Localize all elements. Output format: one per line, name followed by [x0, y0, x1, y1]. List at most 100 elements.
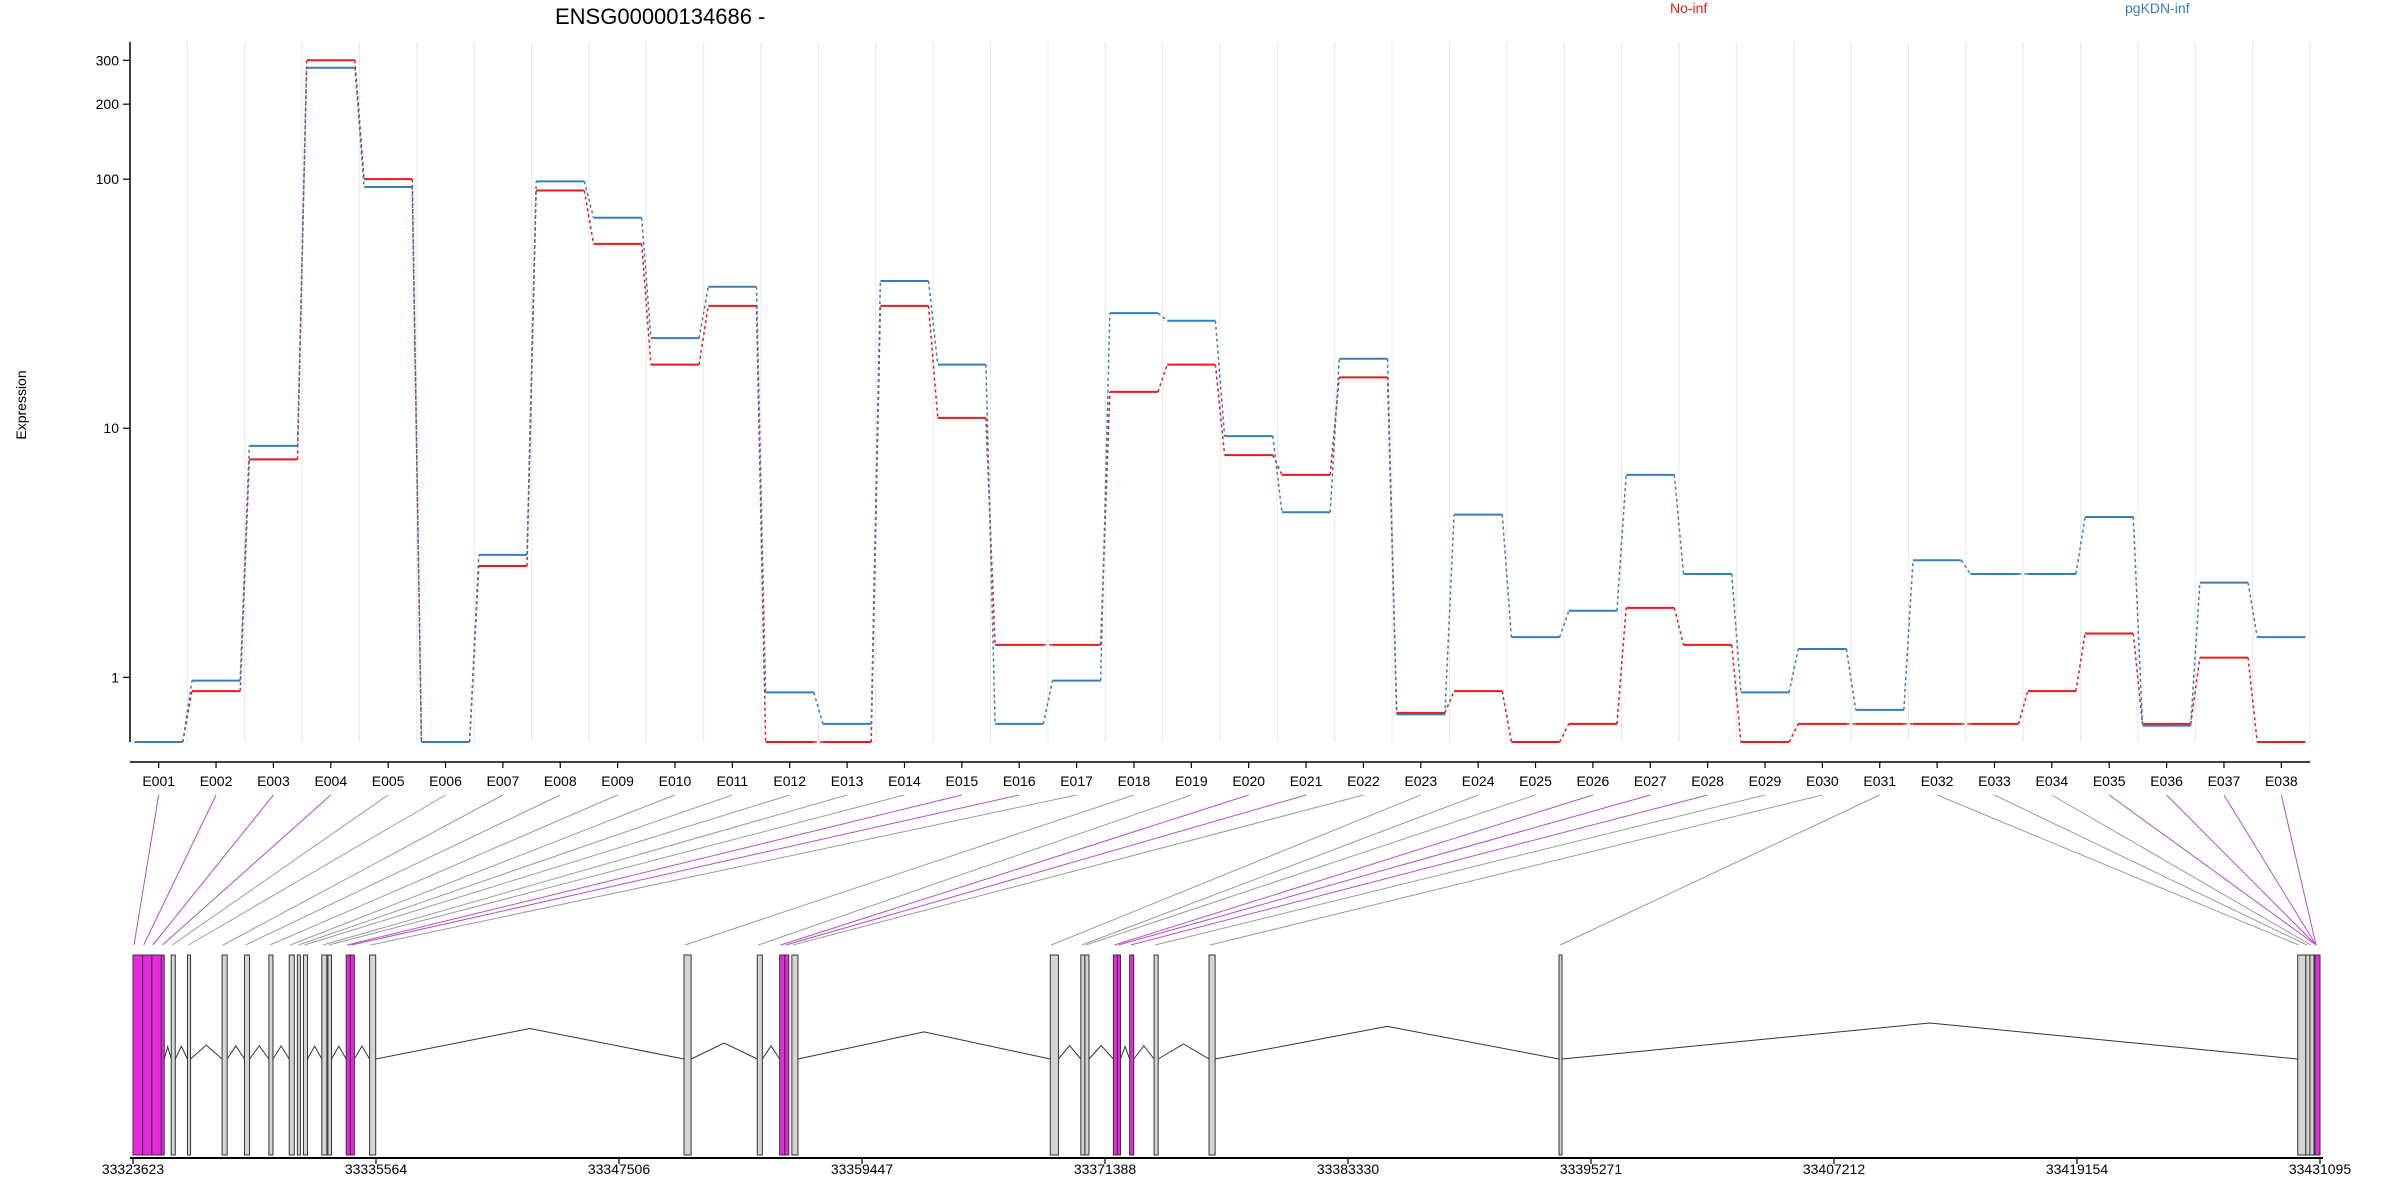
intron-line [353, 1045, 371, 1060]
intron-line [375, 1027, 685, 1060]
intron-line [1058, 1044, 1082, 1060]
exon-box [1116, 954, 1121, 1156]
exon-connector-line [1154, 794, 1766, 946]
exon-connector-line [2166, 794, 2317, 946]
exon-box [2314, 954, 2321, 1156]
axes: 1 10 100 200 300 E001 E002 E003 E004 E005 E006 E007… [96, 42, 2310, 789]
series-connector [468, 554, 480, 743]
series-connector [1042, 680, 1054, 725]
series-connector [755, 286, 767, 693]
exon-connector-line [222, 794, 504, 946]
genomic-tick-label: 33383330 [1317, 1161, 1380, 1177]
exon-box [302, 954, 309, 1156]
series-connector [182, 680, 193, 743]
exon-box [683, 954, 692, 1156]
x-tick-label: E036 [2150, 773, 2183, 789]
series-connector [1272, 436, 1283, 513]
x-tick-label: E021 [1290, 773, 1323, 789]
genomic-tick-label: 33431095 [2289, 1161, 2352, 1177]
x-tick-label: E022 [1347, 773, 1380, 789]
series-connector [411, 179, 423, 743]
series-connector [1444, 690, 1455, 714]
exon-connector-line [351, 794, 1020, 946]
series-connector [1157, 312, 1168, 322]
chart-title: ENSG00000134686 - [555, 4, 765, 29]
exon-connector-line [152, 794, 274, 946]
exon-box [791, 954, 799, 1156]
x-tick-label: E020 [1232, 773, 1265, 789]
exon-box [1558, 954, 1563, 1156]
series-connector [1673, 607, 1685, 646]
x-tick-label: E033 [1978, 773, 2011, 789]
exon-box [756, 954, 763, 1156]
series-connector [1730, 644, 1742, 743]
series-connector [1788, 648, 1800, 693]
x-tick-label: E034 [2035, 773, 2068, 789]
x-tick-label: E035 [2093, 773, 2126, 789]
series-connector [1673, 474, 1685, 575]
exon-connector-line [143, 794, 217, 946]
exon-box [268, 954, 274, 1156]
exon-connector-line [328, 794, 905, 946]
intron-line [1157, 1043, 1210, 1060]
exon-box [1112, 954, 1118, 1156]
exon-box [327, 954, 333, 1156]
exon-box [151, 954, 162, 1156]
series-connector [698, 286, 710, 339]
exon-box [2305, 954, 2311, 1156]
grid-lines [129, 42, 2311, 742]
series-connector [2075, 633, 2086, 692]
x-tick-label: E018 [1118, 773, 1151, 789]
x-tick-label: E023 [1404, 773, 1437, 789]
x-tick-label: E009 [601, 773, 634, 789]
x-tick-label: E029 [1749, 773, 1782, 789]
exon-connector-line [2051, 794, 2312, 946]
exon-box [243, 954, 251, 1156]
x-tick-label: E024 [1462, 773, 1495, 789]
y-tick-label: 10 [103, 420, 119, 436]
exon-connector-line [162, 794, 332, 946]
exon-connector-line [298, 794, 733, 946]
x-tick-label: E025 [1519, 773, 1552, 789]
legend-entry-pgkdn-inf: pgKDN-inf [2125, 0, 2190, 16]
series-connector [1558, 610, 1570, 638]
genomic-tick-label: 33407212 [1803, 1161, 1866, 1177]
exon-box [132, 954, 144, 1156]
exon-connector-line [133, 794, 160, 946]
exon-box [2297, 954, 2307, 1156]
exon-connector-line [188, 794, 446, 946]
exon-box [221, 954, 228, 1156]
exon-box [288, 954, 295, 1156]
series-connector [526, 181, 537, 555]
exon-connector-line [1085, 794, 1536, 946]
series-connector [1501, 514, 1513, 638]
exon-connector-line [1209, 794, 1823, 946]
intron-line [1215, 1025, 1560, 1060]
series-connector [1845, 648, 1857, 711]
x-tick-label: E002 [200, 773, 233, 789]
exon-connector-line [269, 794, 618, 946]
genomic-tick-label: 33395271 [1560, 1161, 1623, 1177]
exon-box [779, 954, 786, 1156]
genomic-tick-label: 33335564 [345, 1161, 408, 1177]
x-tick-label: E031 [1863, 773, 1896, 789]
x-tick-label: E012 [773, 773, 806, 789]
exon-connector-line [2108, 794, 2317, 946]
genomic-tick-label: 33371388 [1074, 1161, 1137, 1177]
intron-line [174, 1045, 188, 1060]
series-connector [2132, 517, 2144, 726]
x-tick-label: E001 [142, 773, 175, 789]
intron-line [1120, 1044, 1131, 1060]
legend-entry-no-inf: No-inf [1670, 0, 1707, 16]
intron-line [249, 1044, 270, 1060]
y-axis-label: Expression [13, 370, 29, 439]
exon-connector-line [2280, 794, 2317, 946]
exon-connector-line [1130, 794, 1708, 946]
exon-connector-line [304, 794, 790, 946]
series-connector [1272, 454, 1283, 476]
exon-connector-line [1994, 794, 2308, 946]
x-tick-label: E027 [1634, 773, 1667, 789]
exon-connector-line [347, 794, 962, 946]
series-pgkdn-inf [134, 66, 2306, 743]
